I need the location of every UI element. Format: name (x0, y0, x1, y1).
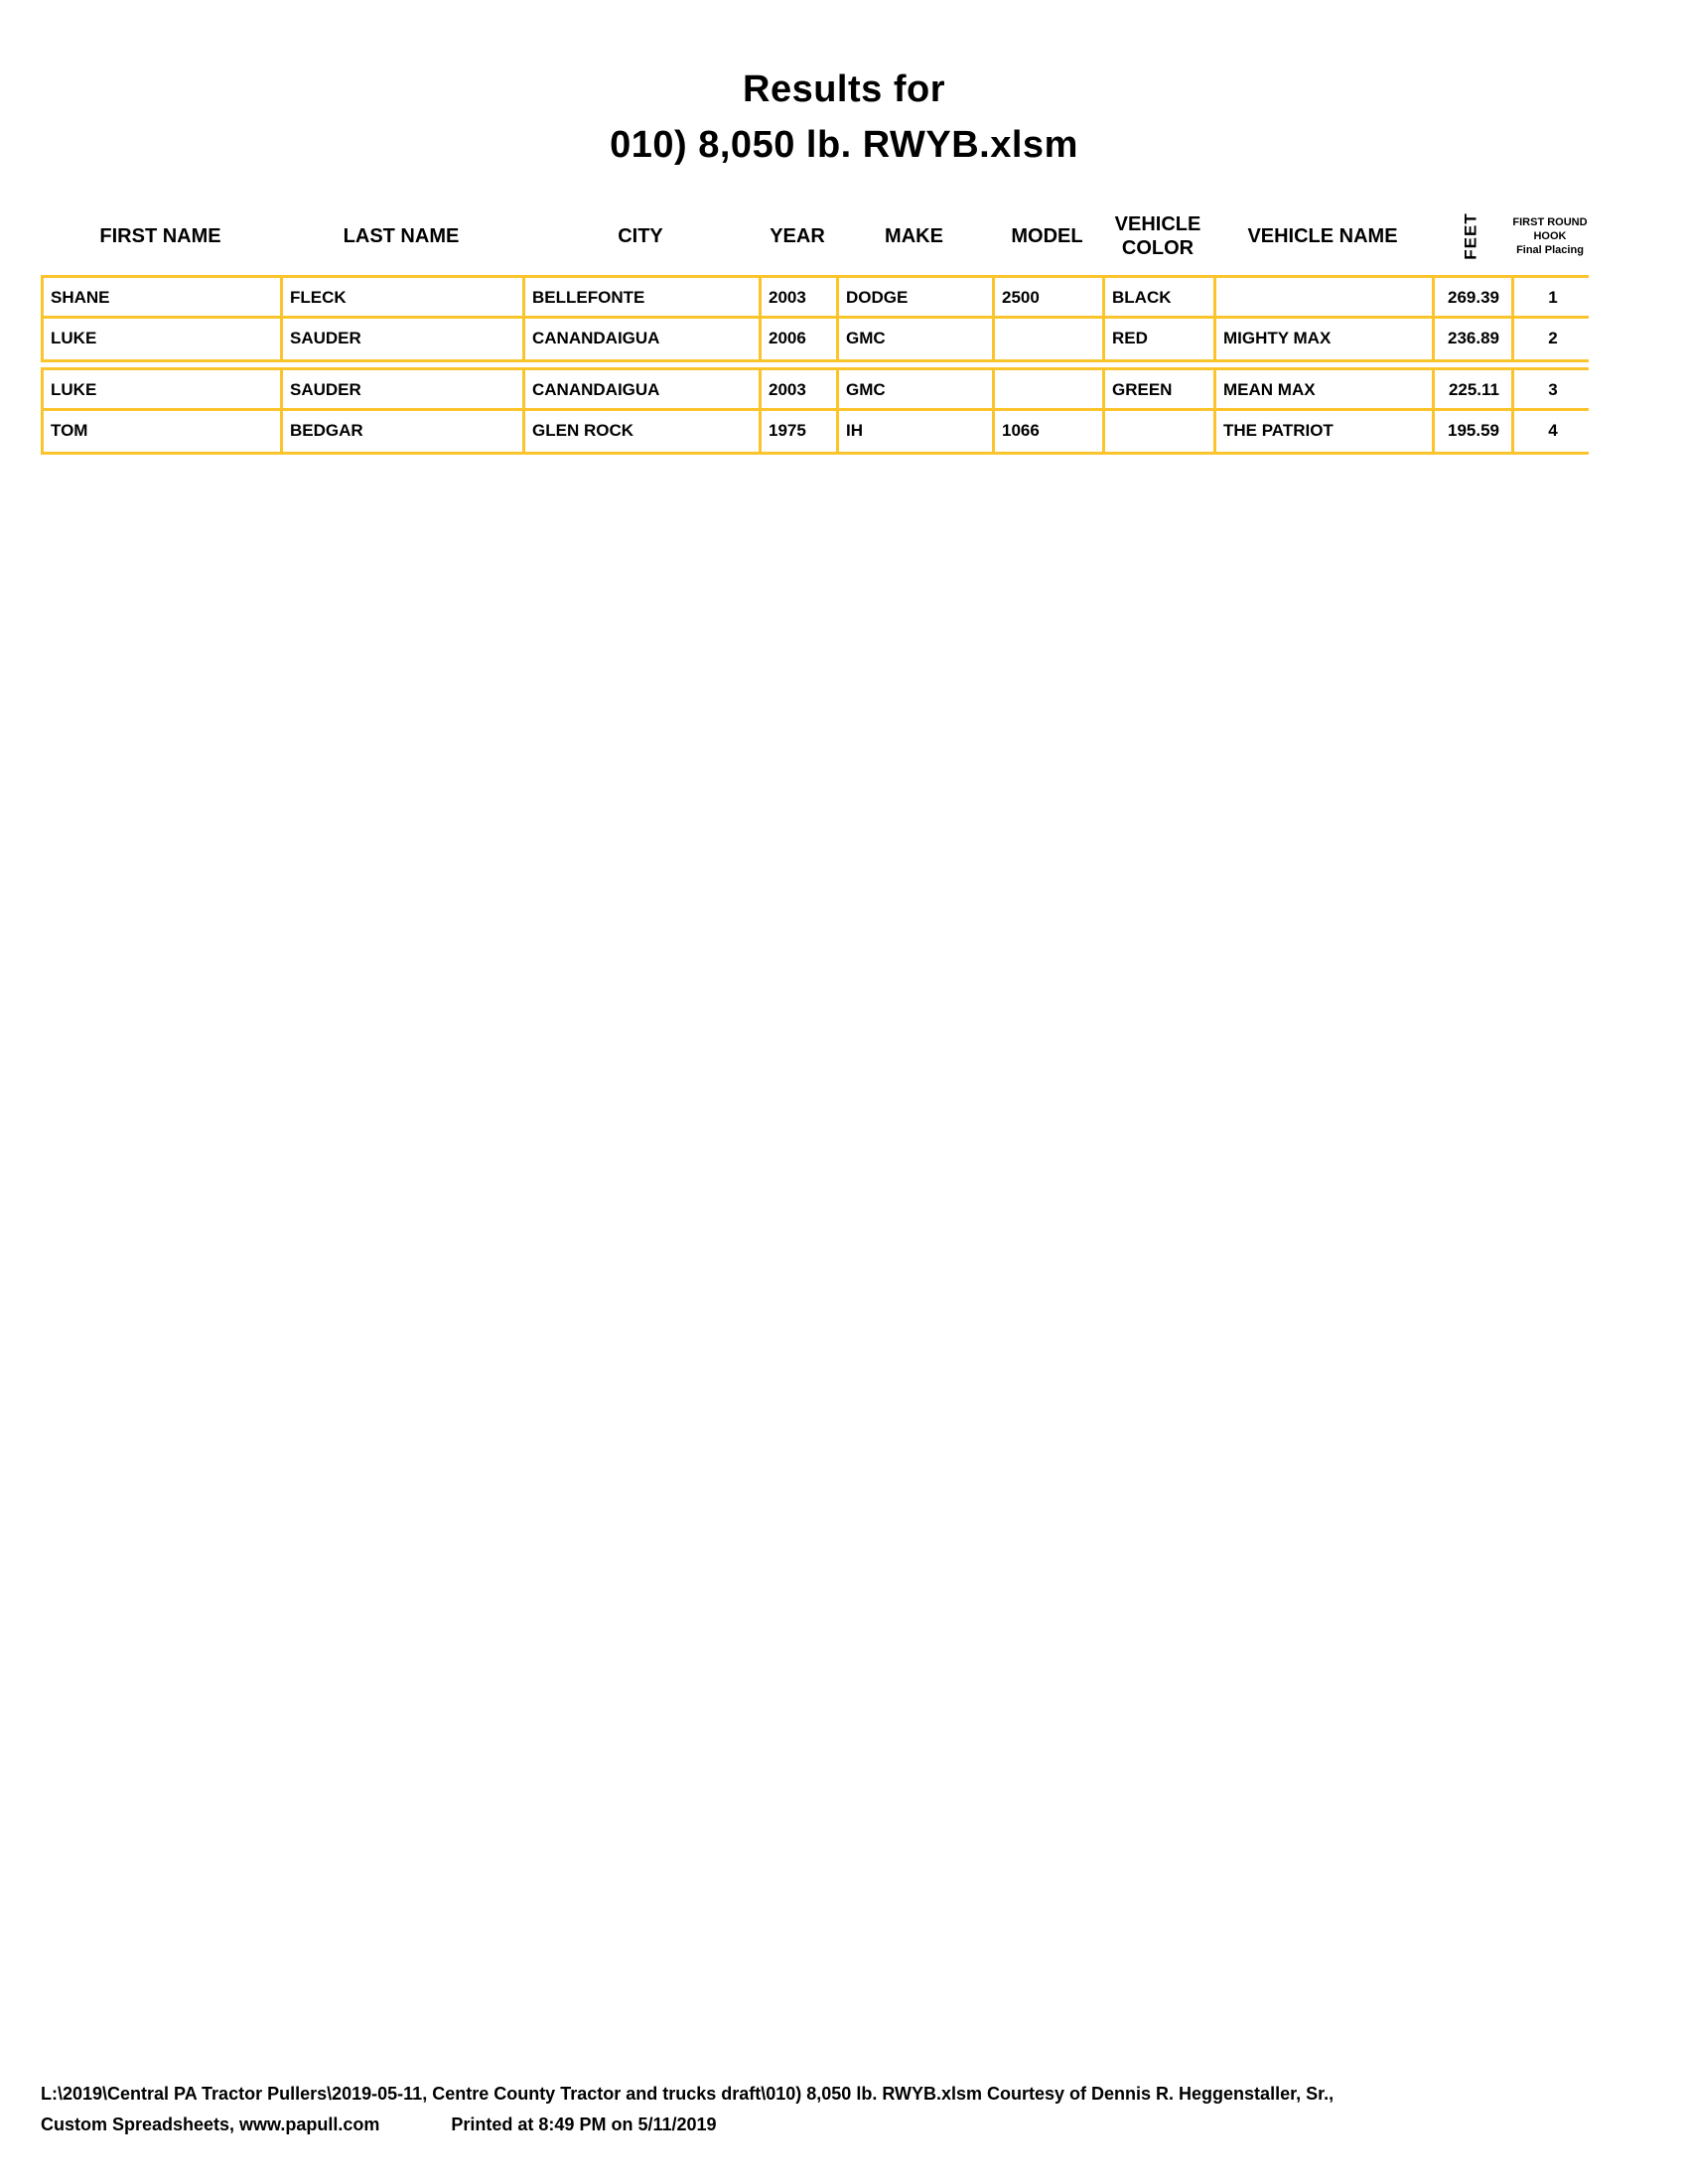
cell-last-name: SAUDER (283, 370, 525, 408)
column-header-city: CITY (618, 225, 663, 247)
cell-last-name: FLECK (283, 278, 525, 316)
table-row: SHANE FLECK BELLEFONTE 2003 DODGE 2500 B… (44, 278, 1589, 319)
cell-model: 1066 (995, 411, 1105, 452)
column-header-vehicle-color: VEHICLE COLOR (1114, 213, 1201, 259)
column-header-feet: FEET (1432, 195, 1511, 278)
column-header-last-name: LAST NAME (343, 225, 460, 247)
cell-first-name: LUKE (44, 319, 283, 359)
column-header-placing: FIRST ROUND HOOK Final Placing (1511, 195, 1589, 278)
cell-make: GMC (839, 319, 995, 359)
cell-placing: 2 (1548, 329, 1558, 347)
cell-make: IH (839, 411, 995, 452)
cell-first-name: SHANE (44, 278, 283, 316)
table-row: TOM BEDGAR GLEN ROCK 1975 IH 1066 THE PA… (44, 411, 1589, 452)
column-header-make: MAKE (885, 225, 943, 247)
column-header-first-name: FIRST NAME (99, 225, 221, 247)
cell-last-name: SAUDER (283, 319, 525, 359)
cell-feet: 195.59 (1435, 411, 1514, 452)
column-header-placing-line2: HOOK (1533, 230, 1567, 242)
cell-placing: 4 (1548, 421, 1558, 440)
cell-vehicle-color: BLACK (1105, 278, 1216, 316)
cell-feet: 236.89 (1435, 319, 1514, 359)
cell-year: 2003 (762, 370, 839, 408)
cell-model: 2500 (995, 278, 1105, 316)
cell-city: BELLEFONTE (525, 278, 762, 316)
column-header-vehicle-name: VEHICLE NAME (1247, 225, 1398, 247)
cell-model (995, 319, 1105, 359)
column-header-feet-label: FEET (1461, 212, 1480, 260)
cell-model (995, 370, 1105, 408)
table-row-group-1: SHANE FLECK BELLEFONTE 2003 DODGE 2500 B… (41, 275, 1589, 362)
table-header-row: FIRST NAME LAST NAME CITY YEAR MAKE MODE… (41, 195, 1589, 278)
table-row: LUKE SAUDER CANANDAIGUA 2006 GMC RED MIG… (44, 319, 1589, 359)
column-header-model: MODEL (1011, 225, 1083, 247)
cell-feet: 225.11 (1435, 370, 1514, 408)
cell-city: CANANDAIGUA (525, 370, 762, 408)
table-row-group-2: LUKE SAUDER CANANDAIGUA 2003 GMC GREEN M… (41, 367, 1589, 455)
column-header-year: YEAR (770, 225, 825, 247)
cell-placing: 1 (1548, 288, 1558, 307)
table-row: LUKE SAUDER CANANDAIGUA 2003 GMC GREEN M… (44, 370, 1589, 411)
cell-last-name: BEDGAR (283, 411, 525, 452)
cell-vehicle-color: RED (1105, 319, 1216, 359)
footer-line2: Custom Spreadsheets, www.papull.com Print… (41, 2110, 1649, 2140)
cell-year: 2006 (762, 319, 839, 359)
footer-publisher: Custom Spreadsheets, www.papull.com (41, 2115, 380, 2134)
cell-feet: 269.39 (1435, 278, 1514, 316)
cell-first-name: TOM (44, 411, 283, 452)
results-table: SHANE FLECK BELLEFONTE 2003 DODGE 2500 B… (41, 275, 1589, 455)
cell-vehicle-name (1216, 278, 1435, 316)
cell-vehicle-color: GREEN (1105, 370, 1216, 408)
column-header-placing-line3: Final Placing (1516, 244, 1584, 256)
cell-make: DODGE (839, 278, 995, 316)
cell-vehicle-color (1105, 411, 1216, 452)
report-title-line1: Results for (743, 68, 945, 110)
cell-vehicle-name: MIGHTY MAX (1216, 319, 1435, 359)
cell-make: GMC (839, 370, 995, 408)
cell-city: GLEN ROCK (525, 411, 762, 452)
cell-vehicle-name: MEAN MAX (1216, 370, 1435, 408)
footer-line1: L:\2019\Central PA Tractor Pullers\2019-… (41, 2084, 1335, 2104)
column-header-placing-line1: FIRST ROUND (1512, 216, 1588, 228)
cell-year: 1975 (762, 411, 839, 452)
report-title-line2: 010) 8,050 lb. RWYB.xlsm (610, 124, 1078, 166)
cell-placing: 3 (1548, 380, 1558, 399)
cell-year: 2003 (762, 278, 839, 316)
footer-printed-timestamp: Printed at 8:49 PM on 5/11/2019 (451, 2115, 717, 2134)
cell-city: CANANDAIGUA (525, 319, 762, 359)
report-footer: L:\2019\Central PA Tractor Pullers\2019-… (41, 2079, 1649, 2140)
cell-vehicle-name: THE PATRIOT (1216, 411, 1435, 452)
cell-first-name: LUKE (44, 370, 283, 408)
report-title: Results for 010) 8,050 lb. RWYB.xlsm (0, 62, 1688, 173)
